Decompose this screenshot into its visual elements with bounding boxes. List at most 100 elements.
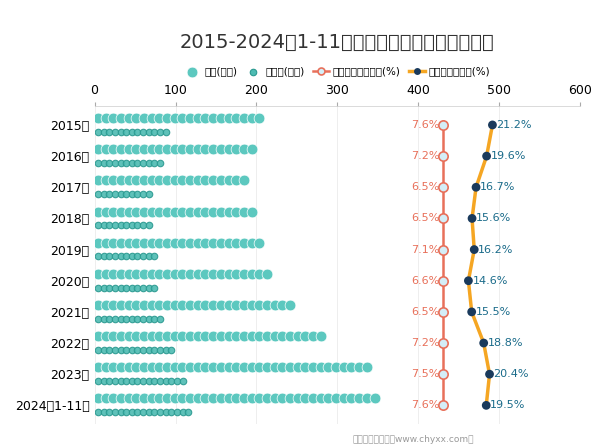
- Text: 16.7%: 16.7%: [480, 182, 515, 192]
- Point: [101, 177, 110, 184]
- Point: [162, 395, 172, 402]
- Point: [127, 190, 137, 198]
- Point: [127, 409, 137, 416]
- Point: [132, 177, 141, 184]
- Point: [166, 346, 176, 353]
- Point: [331, 395, 341, 402]
- Point: [144, 409, 154, 416]
- Point: [93, 159, 103, 167]
- Point: [200, 302, 210, 309]
- Point: [99, 284, 109, 291]
- Point: [155, 146, 164, 153]
- Point: [177, 332, 187, 340]
- Point: [124, 270, 134, 277]
- Point: [170, 239, 180, 246]
- Point: [121, 409, 131, 416]
- Point: [324, 395, 333, 402]
- Point: [116, 346, 126, 353]
- Point: [93, 128, 103, 135]
- Point: [177, 364, 187, 371]
- Point: [177, 208, 187, 215]
- Point: [231, 208, 241, 215]
- Text: 7.6%: 7.6%: [411, 120, 439, 130]
- Point: [170, 270, 180, 277]
- Point: [144, 284, 154, 291]
- Point: [262, 270, 272, 277]
- Legend: 存货(亿元), 产成品(亿元), 存货占流动资产比(%), 存货占总资产比(%): 存货(亿元), 产成品(亿元), 存货占流动资产比(%), 存货占总资产比(%): [180, 62, 495, 81]
- Point: [150, 159, 160, 167]
- Point: [155, 302, 164, 309]
- Point: [110, 159, 120, 167]
- Point: [177, 239, 187, 246]
- Text: 16.2%: 16.2%: [478, 245, 514, 254]
- Point: [116, 222, 126, 229]
- Point: [144, 190, 154, 198]
- Point: [133, 159, 143, 167]
- Point: [293, 364, 302, 371]
- Point: [277, 302, 287, 309]
- Point: [166, 378, 176, 385]
- Point: [93, 284, 103, 291]
- Point: [144, 222, 154, 229]
- Point: [246, 146, 256, 153]
- Point: [124, 177, 134, 184]
- Point: [285, 364, 295, 371]
- Point: [104, 284, 114, 291]
- Point: [308, 332, 318, 340]
- Point: [139, 395, 149, 402]
- Point: [116, 177, 126, 184]
- Point: [109, 395, 118, 402]
- Point: [155, 128, 165, 135]
- Point: [93, 190, 103, 198]
- Point: [93, 332, 103, 340]
- Point: [170, 332, 180, 340]
- Point: [185, 208, 195, 215]
- Point: [239, 364, 249, 371]
- Point: [93, 222, 103, 229]
- Point: [277, 364, 287, 371]
- Point: [216, 395, 226, 402]
- Point: [104, 378, 114, 385]
- Point: [116, 190, 126, 198]
- Point: [99, 378, 109, 385]
- Text: 19.6%: 19.6%: [490, 151, 526, 161]
- Point: [231, 270, 241, 277]
- Point: [127, 128, 137, 135]
- Point: [133, 409, 143, 416]
- Point: [339, 395, 348, 402]
- Point: [223, 239, 233, 246]
- Point: [93, 302, 103, 309]
- Point: [138, 409, 148, 416]
- Point: [155, 332, 164, 340]
- Point: [138, 128, 148, 135]
- Point: [316, 364, 325, 371]
- Point: [109, 177, 118, 184]
- Point: [104, 346, 114, 353]
- Point: [438, 370, 447, 378]
- Point: [150, 284, 160, 291]
- Point: [262, 395, 272, 402]
- Point: [216, 239, 226, 246]
- Point: [178, 378, 188, 385]
- Point: [162, 177, 172, 184]
- Point: [101, 364, 110, 371]
- Point: [216, 302, 226, 309]
- Point: [193, 302, 203, 309]
- Point: [155, 177, 164, 184]
- Point: [162, 302, 172, 309]
- Point: [482, 152, 492, 159]
- Point: [193, 364, 203, 371]
- Point: [193, 270, 203, 277]
- Point: [104, 222, 114, 229]
- Point: [132, 270, 141, 277]
- Point: [124, 115, 134, 122]
- Point: [246, 239, 256, 246]
- Point: [208, 177, 218, 184]
- Point: [139, 364, 149, 371]
- Point: [481, 402, 491, 409]
- Point: [121, 253, 131, 260]
- Point: [124, 146, 134, 153]
- Point: [139, 208, 149, 215]
- Point: [231, 395, 241, 402]
- Point: [438, 215, 447, 222]
